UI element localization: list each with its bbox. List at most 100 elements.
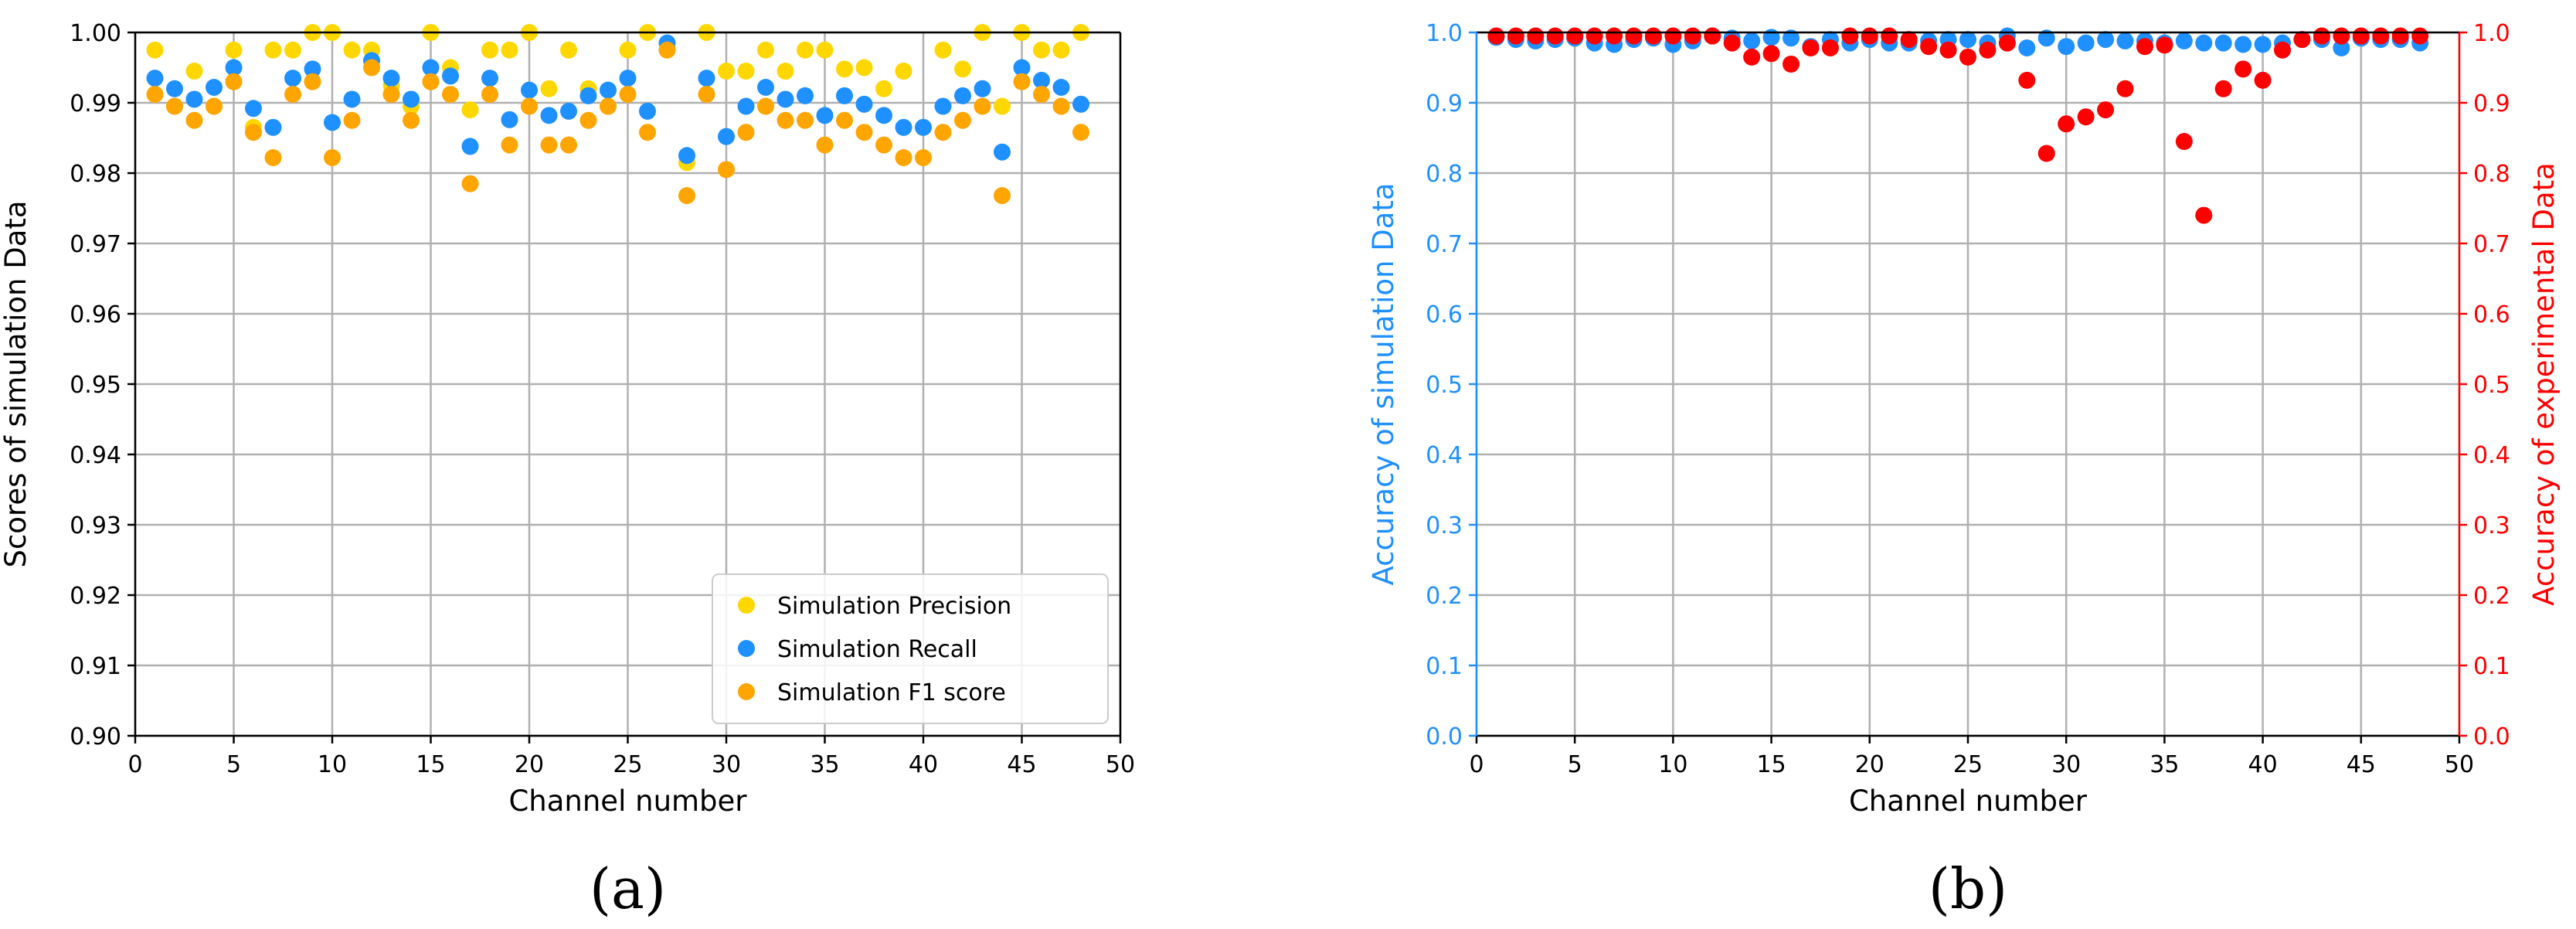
data-point-accuracy-of-experimental-data xyxy=(1998,34,2016,52)
data-point-simulation-recall xyxy=(540,107,558,124)
data-point-simulation-recall xyxy=(442,67,459,85)
data-point-accuracy-of-experimental-data xyxy=(2352,27,2370,45)
data-point-accuracy-of-experimental-data xyxy=(2116,80,2134,97)
data-point-simulation-precision xyxy=(619,41,637,59)
data-point-simulation-f1-score xyxy=(915,148,932,166)
data-point-simulation-recall xyxy=(915,118,932,136)
legend-label: Simulation Precision xyxy=(777,593,1011,620)
data-point-accuracy-of-experimental-data xyxy=(2018,71,2036,89)
data-point-simulation-f1-score xyxy=(1033,86,1050,104)
legend-label: Simulation F1 score xyxy=(777,679,1006,706)
data-point-accuracy-of-experimental-data xyxy=(1684,27,1701,45)
y-tick-label: 0.7 xyxy=(1426,231,1463,258)
data-point-simulation-precision xyxy=(718,63,735,80)
data-point-simulation-recall xyxy=(382,70,400,87)
data-point-simulation-f1-score xyxy=(166,97,183,115)
data-point-simulation-recall xyxy=(146,70,164,87)
data-point-simulation-f1-score xyxy=(974,97,991,115)
legend-marker xyxy=(738,640,755,657)
data-point-simulation-precision xyxy=(343,41,361,59)
data-point-simulation-recall xyxy=(560,102,577,120)
y-right-tick-label: 0.9 xyxy=(2473,90,2510,117)
data-point-accuracy-of-simulation-data xyxy=(1743,32,1761,49)
data-point-simulation-recall xyxy=(619,70,637,87)
data-point-accuracy-of-experimental-data xyxy=(1920,38,1938,56)
y-tick-label: 0.96 xyxy=(70,301,121,328)
data-point-accuracy-of-experimental-data xyxy=(1487,27,1505,45)
data-point-accuracy-of-experimental-data xyxy=(2313,27,2330,45)
data-point-accuracy-of-experimental-data xyxy=(2058,115,2075,133)
data-point-accuracy-of-experimental-data xyxy=(1664,27,1682,45)
data-point-simulation-f1-score xyxy=(1072,124,1089,141)
data-point-simulation-precision xyxy=(816,41,834,59)
data-point-simulation-recall xyxy=(954,87,971,104)
data-point-simulation-recall xyxy=(855,95,873,113)
y-tick-label: 0.6 xyxy=(1426,301,1463,328)
data-point-simulation-f1-score xyxy=(639,124,656,141)
data-point-simulation-f1-score xyxy=(895,148,912,166)
data-point-simulation-f1-score xyxy=(1052,97,1070,115)
x-tick-label: 40 xyxy=(2248,751,2278,778)
data-point-simulation-precision xyxy=(461,101,479,119)
x-tick-label: 5 xyxy=(1568,751,1582,778)
data-point-simulation-precision xyxy=(855,59,873,77)
x-tick-label: 5 xyxy=(226,751,241,778)
data-point-simulation-f1-score xyxy=(521,97,538,115)
data-point-accuracy-of-experimental-data xyxy=(1861,27,1878,45)
data-point-simulation-recall xyxy=(343,90,361,108)
data-point-simulation-recall xyxy=(718,128,735,145)
panel-a-chart: 0 5 10 15 20 25 30 35 40 45 50 0.90 0.91 0.92 0.93 0.94… xyxy=(0,20,1135,921)
y-tick-label: 1.0 xyxy=(1426,20,1463,47)
data-point-accuracy-of-experimental-data xyxy=(2214,80,2232,97)
data-point-simulation-recall xyxy=(501,111,518,128)
data-point-simulation-f1-score xyxy=(225,73,243,90)
y-tick-label: 0.95 xyxy=(70,372,121,399)
data-point-accuracy-of-experimental-data xyxy=(1546,27,1564,45)
data-point-accuracy-of-simulation-data xyxy=(2195,34,2213,52)
data-point-simulation-recall xyxy=(1013,59,1031,77)
data-point-simulation-recall xyxy=(225,59,243,77)
x-tick-label: 0 xyxy=(1469,751,1483,778)
data-point-simulation-precision xyxy=(994,97,1011,115)
x-tick-label: 20 xyxy=(515,751,544,778)
data-point-accuracy-of-experimental-data xyxy=(2293,31,2311,49)
data-point-simulation-f1-score xyxy=(185,111,203,129)
legend-marker xyxy=(738,683,755,700)
data-point-simulation-recall xyxy=(264,118,282,136)
y-tick-label: 0.92 xyxy=(70,583,121,610)
data-point-simulation-recall xyxy=(639,102,656,120)
x-tick-label: 30 xyxy=(2051,751,2081,778)
x-tick-label: 35 xyxy=(810,751,839,778)
data-point-simulation-recall xyxy=(678,147,695,165)
data-point-simulation-precision xyxy=(501,41,518,59)
data-point-simulation-precision xyxy=(284,41,301,59)
data-point-simulation-precision xyxy=(777,63,794,80)
y-tick-label: 0.1 xyxy=(1426,653,1463,680)
data-point-accuracy-of-simulation-data xyxy=(2077,34,2095,52)
panel-label: (b) xyxy=(1929,856,2007,921)
data-point-simulation-f1-score xyxy=(875,136,892,154)
y-tick-label: 0.9 xyxy=(1426,90,1463,117)
y-tick-label: 0.4 xyxy=(1426,442,1463,469)
y-tick-label: 0.94 xyxy=(70,442,121,469)
x-tick-label: 25 xyxy=(1953,751,1983,778)
x-tick-label: 10 xyxy=(1658,751,1687,778)
x-axis-label: Channel number xyxy=(508,784,747,818)
data-point-simulation-recall xyxy=(166,80,183,97)
data-point-accuracy-of-experimental-data xyxy=(2391,27,2409,45)
data-point-simulation-f1-score xyxy=(264,148,282,166)
y-right-tick-label: 0.7 xyxy=(2473,231,2510,258)
data-point-simulation-precision xyxy=(1033,41,1050,59)
data-point-simulation-f1-score xyxy=(540,136,558,154)
data-point-accuracy-of-simulation-data xyxy=(2234,36,2252,53)
data-point-simulation-precision xyxy=(264,41,282,59)
y-right-tick-label: 0.3 xyxy=(2473,512,2510,539)
data-point-simulation-recall xyxy=(777,90,794,108)
data-point-simulation-f1-score xyxy=(343,111,361,129)
data-point-simulation-recall xyxy=(1033,71,1050,89)
data-point-simulation-recall xyxy=(1072,95,1089,113)
data-point-simulation-recall xyxy=(737,97,755,115)
data-point-simulation-f1-score xyxy=(757,97,774,115)
y-tick-label: 0.93 xyxy=(70,512,121,539)
